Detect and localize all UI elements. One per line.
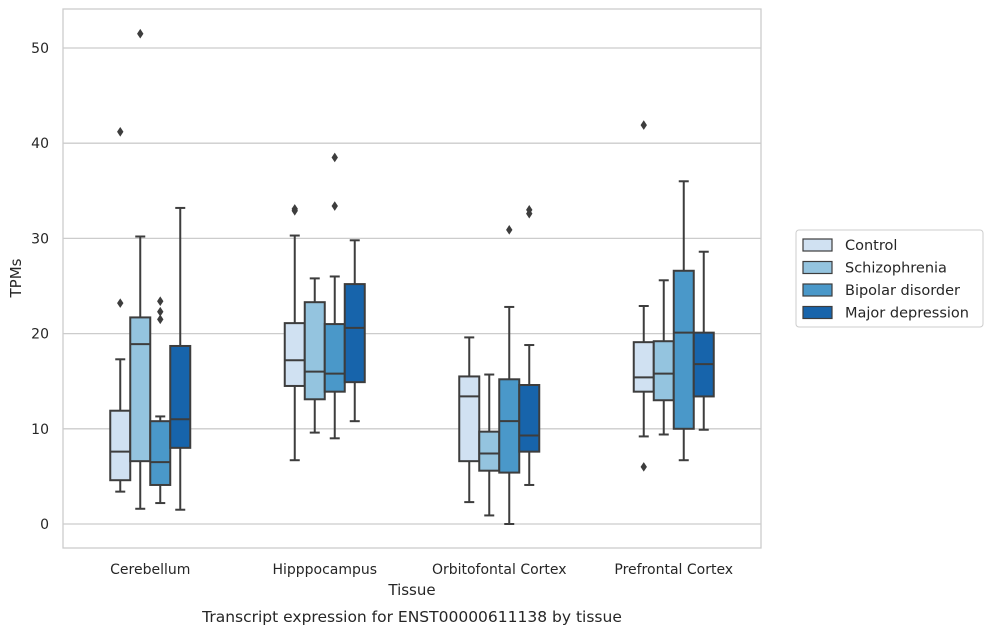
box-iqr <box>149 420 172 486</box>
outlier-point <box>506 225 513 235</box>
outlier-point <box>640 462 647 472</box>
outlier-point <box>331 201 338 211</box>
outlier-point <box>137 28 144 39</box>
box-3-3 <box>692 250 715 431</box>
box-3-1 <box>652 279 675 436</box>
legend: Control Schizophrenia Bipolar disorder Majo… <box>795 229 984 328</box>
x-tick-label: Prefrontal Cortex <box>614 562 733 578</box>
box-iqr <box>323 323 346 393</box>
y-axis-ticks: 0 10 20 30 40 50 <box>31 41 49 533</box>
box-3-0 <box>632 120 655 472</box>
box-iqr <box>652 340 675 402</box>
box-iqr <box>672 269 695 430</box>
legend-swatch <box>802 260 833 275</box>
outlier-point <box>640 120 647 130</box>
x-axis-label: Tissue <box>387 581 435 599</box>
box-iqr <box>518 384 541 453</box>
box-iqr <box>498 378 521 474</box>
legend-label: Major depression <box>845 306 969 322</box>
box-iqr <box>478 430 501 472</box>
box-0-1 <box>129 28 152 510</box>
box-2-2 <box>498 225 521 525</box>
plot-frame <box>62 8 762 549</box>
y-tick-label: 0 <box>40 517 49 533</box>
outlier-point <box>157 314 164 325</box>
legend-swatch <box>802 305 833 320</box>
y-tick-label: 20 <box>31 327 49 343</box>
y-axis-label: TPMs <box>7 258 25 298</box>
y-tick-label: 40 <box>31 136 49 152</box>
legend-swatch <box>802 283 833 297</box>
x-tick-label: Hipppocampus <box>272 562 377 578</box>
outlier-point <box>117 126 124 137</box>
box-0-3 <box>169 206 192 511</box>
legend-swatch <box>802 238 833 252</box>
box-1-2 <box>323 152 346 440</box>
legend-label: Bipolar disorder <box>845 283 960 299</box>
outlier-point <box>117 298 124 308</box>
box-1-0 <box>283 204 306 462</box>
box-iqr <box>129 316 152 463</box>
box-iqr <box>632 341 655 393</box>
box-2-3 <box>518 205 541 486</box>
box-3-2 <box>672 180 695 462</box>
y-tick-label: 30 <box>31 231 49 247</box>
box-iqr <box>458 375 481 463</box>
legend-frame <box>795 229 984 328</box>
x-tick-label: Orbitofontal Cortex <box>432 562 567 578</box>
box-iqr <box>283 322 306 387</box>
outlier-point <box>291 204 298 214</box>
chart-caption: Transcript expression for ENST0000061113… <box>201 608 622 626</box>
x-tick-label: Cerebellum <box>110 562 190 578</box>
legend-label: Schizophrenia <box>845 261 947 277</box>
box-0-2 <box>149 296 172 505</box>
box-2-0 <box>458 336 481 504</box>
outlier-point <box>331 152 338 163</box>
x-axis-ticks: Cerebellum Hipppocampus Orbitofontal Corte… <box>110 562 733 578</box>
box-iqr <box>343 283 366 384</box>
y-tick-label: 10 <box>31 422 49 438</box>
box-groups <box>109 28 715 525</box>
outlier-point <box>157 306 164 317</box>
outlier-point <box>526 205 533 215</box>
box-iqr <box>169 344 192 449</box>
box-0-0 <box>109 126 132 493</box>
box-iqr <box>109 409 132 482</box>
box-iqr <box>303 301 326 401</box>
box-1-3 <box>343 239 366 423</box>
outlier-point <box>157 296 164 307</box>
y-tick-label: 50 <box>31 41 49 57</box>
legend-label: Control <box>845 238 897 254</box>
